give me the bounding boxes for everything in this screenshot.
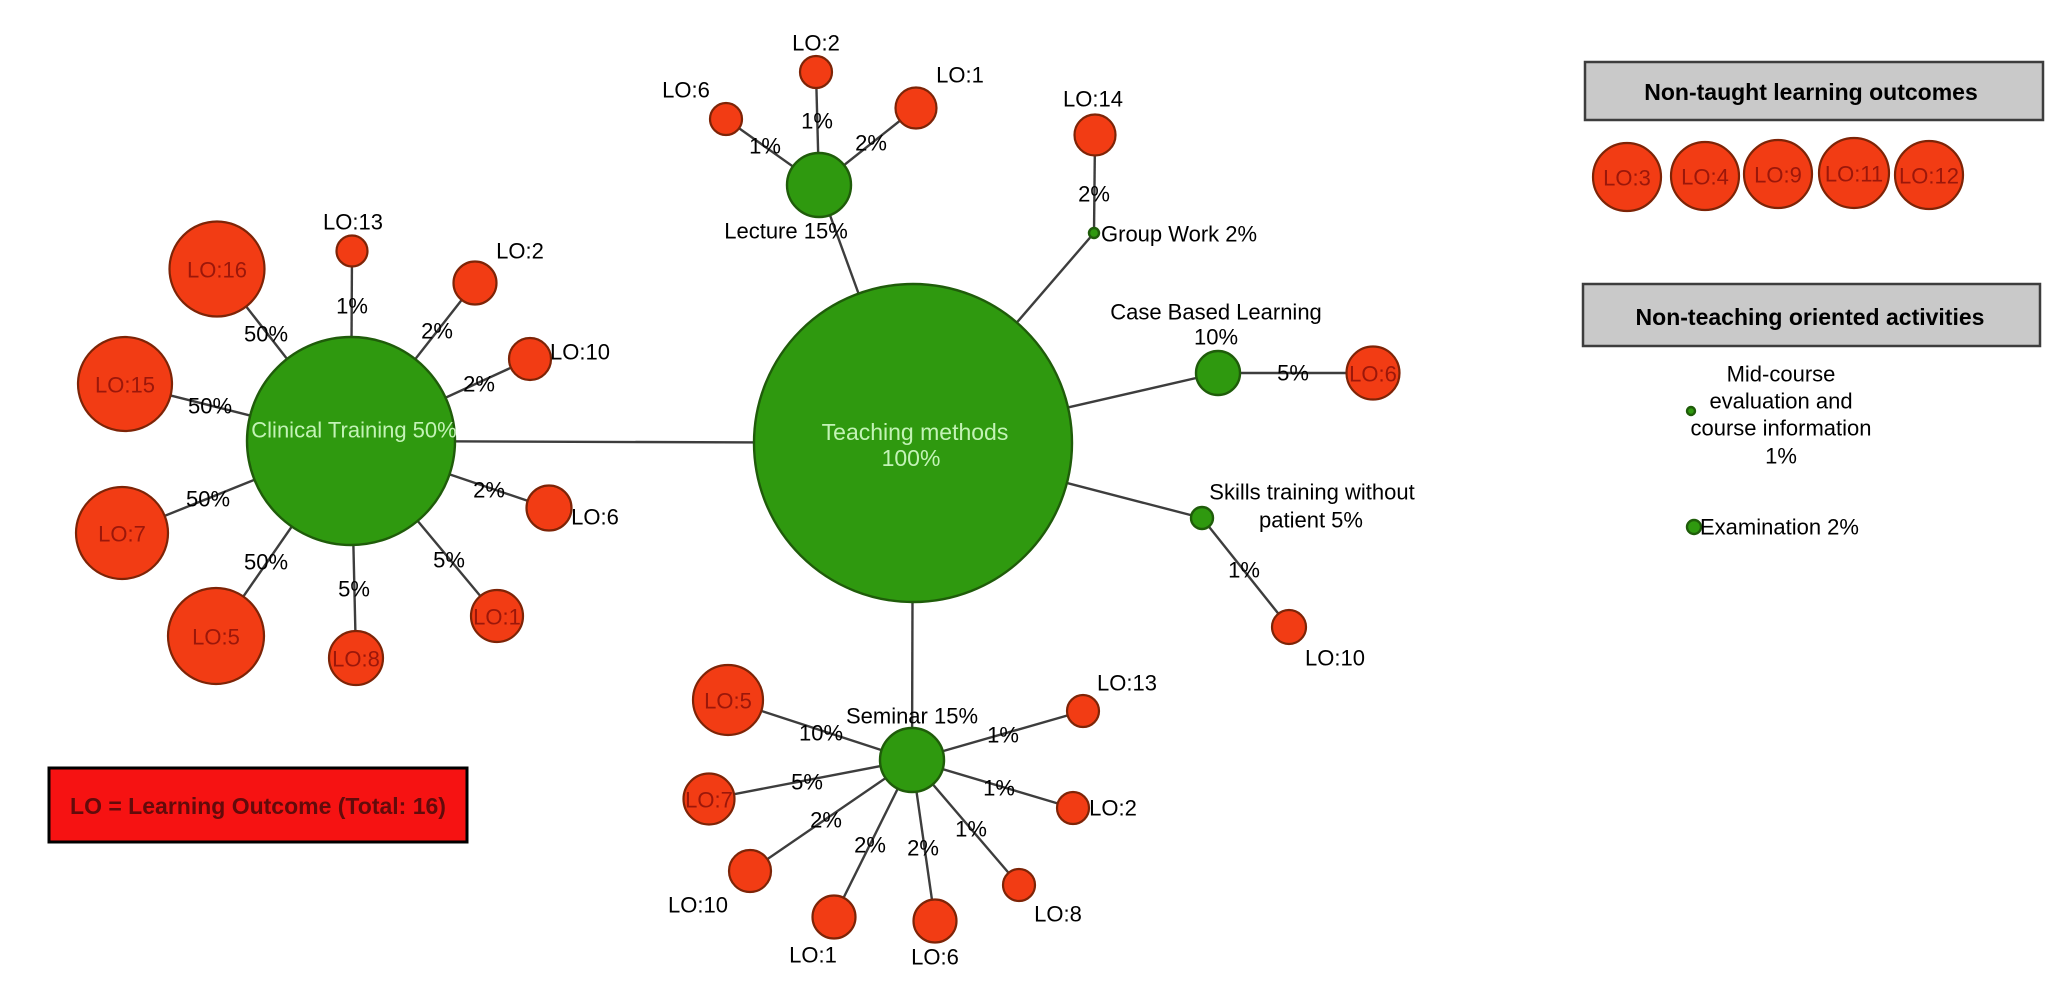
svg-text:LO:2: LO:2 xyxy=(792,31,840,56)
svg-text:5%: 5% xyxy=(338,577,370,602)
svg-text:LO:2: LO:2 xyxy=(496,239,544,264)
svg-text:course information: course information xyxy=(1691,416,1872,441)
svg-text:LO:1: LO:1 xyxy=(473,605,521,630)
svg-text:2%: 2% xyxy=(854,833,886,858)
svg-text:patient 5%: patient 5% xyxy=(1259,508,1363,533)
svg-text:50%: 50% xyxy=(188,394,232,419)
svg-text:LO:1: LO:1 xyxy=(936,63,984,88)
svg-text:5%: 5% xyxy=(433,548,465,573)
svg-text:Non-taught learning outcomes: Non-taught learning outcomes xyxy=(1644,79,1978,105)
svg-text:LO:11: LO:11 xyxy=(1825,162,1883,187)
svg-text:2%: 2% xyxy=(907,836,939,861)
svg-text:10%: 10% xyxy=(1194,325,1238,350)
svg-text:2%: 2% xyxy=(1078,182,1110,207)
svg-text:LO:16: LO:16 xyxy=(187,258,247,283)
svg-text:LO:6: LO:6 xyxy=(1349,362,1397,387)
svg-text:Lecture 15%: Lecture 15% xyxy=(724,219,848,244)
svg-text:50%: 50% xyxy=(244,550,288,575)
svg-text:Non-teaching oriented activiti: Non-teaching oriented activities xyxy=(1636,304,1985,330)
svg-text:1%: 1% xyxy=(1228,558,1260,583)
svg-text:1%: 1% xyxy=(336,294,368,319)
svg-text:LO:5: LO:5 xyxy=(192,625,240,650)
svg-text:LO:5: LO:5 xyxy=(704,689,752,714)
svg-text:LO:7: LO:7 xyxy=(685,788,733,813)
svg-text:LO:6: LO:6 xyxy=(571,505,619,530)
svg-text:1%: 1% xyxy=(987,723,1019,748)
svg-text:LO:12: LO:12 xyxy=(1899,164,1959,189)
svg-text:2%: 2% xyxy=(473,478,505,503)
svg-text:LO:10: LO:10 xyxy=(668,893,728,918)
svg-text:100%: 100% xyxy=(882,445,941,471)
svg-text:Clinical Training 50%: Clinical Training 50% xyxy=(251,418,456,443)
svg-text:2%: 2% xyxy=(421,319,453,344)
svg-text:LO:4: LO:4 xyxy=(1681,165,1729,190)
svg-text:LO:13: LO:13 xyxy=(323,210,383,235)
svg-text:2%: 2% xyxy=(810,808,842,833)
svg-text:LO = Learning Outcome (Total:: LO = Learning Outcome (Total: 16) xyxy=(70,793,446,819)
svg-text:Teaching methods: Teaching methods xyxy=(822,419,1009,445)
svg-text:LO:13: LO:13 xyxy=(1097,671,1157,696)
svg-text:1%: 1% xyxy=(983,776,1015,801)
svg-text:LO:7: LO:7 xyxy=(98,522,146,547)
svg-text:Mid-course: Mid-course xyxy=(1727,362,1836,387)
svg-text:1%: 1% xyxy=(801,109,833,134)
svg-text:LO:8: LO:8 xyxy=(1034,902,1082,927)
svg-text:50%: 50% xyxy=(186,487,230,512)
svg-text:Skills training without: Skills training without xyxy=(1209,480,1414,505)
svg-text:10%: 10% xyxy=(799,721,843,746)
svg-text:50%: 50% xyxy=(244,322,288,347)
svg-text:LO:3: LO:3 xyxy=(1603,166,1651,191)
svg-text:LO:9: LO:9 xyxy=(1754,163,1802,188)
svg-text:Examination 2%: Examination 2% xyxy=(1700,515,1859,540)
svg-text:Seminar 15%: Seminar 15% xyxy=(846,704,978,729)
svg-text:LO:15: LO:15 xyxy=(95,373,155,398)
svg-text:LO:2: LO:2 xyxy=(1089,796,1137,821)
svg-text:2%: 2% xyxy=(855,131,887,156)
svg-text:Case Based Learning: Case Based Learning xyxy=(1110,300,1322,325)
svg-text:LO:6: LO:6 xyxy=(911,945,959,970)
svg-text:5%: 5% xyxy=(1277,361,1309,386)
svg-text:LO:1: LO:1 xyxy=(789,943,837,968)
svg-text:1%: 1% xyxy=(955,817,987,842)
svg-text:5%: 5% xyxy=(791,770,823,795)
svg-text:LO:8: LO:8 xyxy=(332,647,380,672)
svg-text:1%: 1% xyxy=(749,134,781,159)
svg-text:LO:10: LO:10 xyxy=(550,340,610,365)
svg-text:LO:6: LO:6 xyxy=(662,78,710,103)
svg-text:1%: 1% xyxy=(1765,444,1797,469)
svg-text:evaluation and: evaluation and xyxy=(1709,389,1852,414)
svg-text:Group Work 2%: Group Work 2% xyxy=(1101,222,1257,247)
svg-text:2%: 2% xyxy=(463,372,495,397)
svg-text:LO:10: LO:10 xyxy=(1305,646,1365,671)
svg-text:LO:14: LO:14 xyxy=(1063,87,1123,112)
